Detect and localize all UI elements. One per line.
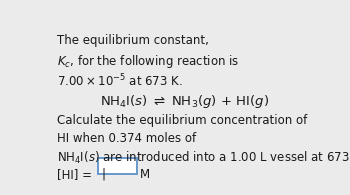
Text: M: M xyxy=(140,168,150,181)
Text: $K_c$, for the following reaction is: $K_c$, for the following reaction is xyxy=(57,53,239,70)
Text: $7.00 \times 10^{-5}$ at 673 K.: $7.00 \times 10^{-5}$ at 673 K. xyxy=(57,73,183,90)
Text: [HI] =: [HI] = xyxy=(57,168,92,181)
FancyBboxPatch shape xyxy=(98,158,137,174)
Text: The equilibrium constant,: The equilibrium constant, xyxy=(57,34,209,47)
Text: NH$_4$I($s$) $\rightleftharpoons$ NH$_3$($g$) + HI($g$): NH$_4$I($s$) $\rightleftharpoons$ NH$_3$… xyxy=(100,93,270,110)
Text: NH$_4$I($s$) are introduced into a 1.00 L vessel at 673 K.: NH$_4$I($s$) are introduced into a 1.00 … xyxy=(57,150,350,166)
Text: HI when 0.374 moles of: HI when 0.374 moles of xyxy=(57,132,196,145)
Text: Calculate the equilibrium concentration of: Calculate the equilibrium concentration … xyxy=(57,114,308,127)
Text: |: | xyxy=(102,168,106,181)
